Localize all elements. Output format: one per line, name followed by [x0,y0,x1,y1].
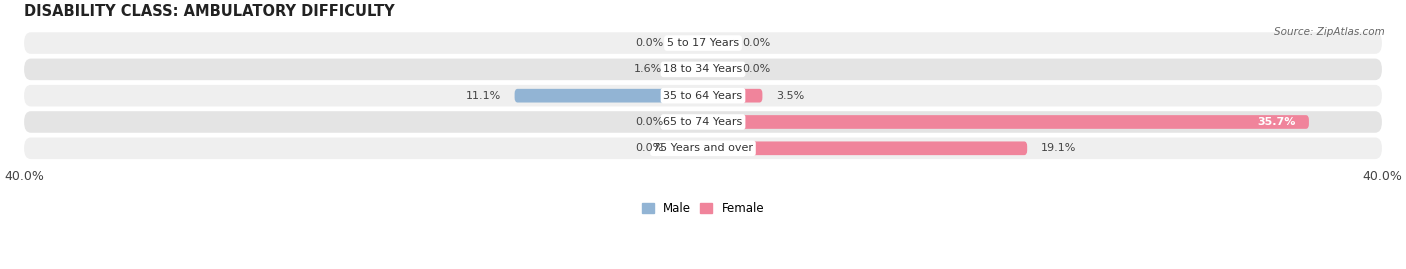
FancyBboxPatch shape [703,115,1309,129]
Text: 11.1%: 11.1% [465,91,501,101]
FancyBboxPatch shape [703,36,728,50]
Text: 0.0%: 0.0% [742,38,770,48]
Text: 3.5%: 3.5% [776,91,804,101]
Legend: Male, Female: Male, Female [637,197,769,220]
Text: 5 to 17 Years: 5 to 17 Years [666,38,740,48]
FancyBboxPatch shape [703,89,762,102]
Text: 18 to 34 Years: 18 to 34 Years [664,64,742,74]
FancyBboxPatch shape [515,89,703,102]
Text: 19.1%: 19.1% [1040,143,1076,153]
FancyBboxPatch shape [24,32,1382,54]
Text: DISABILITY CLASS: AMBULATORY DIFFICULTY: DISABILITY CLASS: AMBULATORY DIFFICULTY [24,4,395,19]
Text: 0.0%: 0.0% [636,38,664,48]
FancyBboxPatch shape [678,141,703,155]
Text: 35.7%: 35.7% [1257,117,1295,127]
Text: 75 Years and over: 75 Years and over [652,143,754,153]
FancyBboxPatch shape [678,36,703,50]
Text: 0.0%: 0.0% [742,64,770,74]
FancyBboxPatch shape [24,137,1382,159]
Text: 65 to 74 Years: 65 to 74 Years [664,117,742,127]
FancyBboxPatch shape [24,85,1382,107]
FancyBboxPatch shape [703,62,728,76]
FancyBboxPatch shape [678,115,703,129]
FancyBboxPatch shape [703,141,1028,155]
FancyBboxPatch shape [676,62,703,76]
Text: Source: ZipAtlas.com: Source: ZipAtlas.com [1274,27,1385,37]
Text: 0.0%: 0.0% [636,117,664,127]
FancyBboxPatch shape [24,111,1382,133]
Text: 35 to 64 Years: 35 to 64 Years [664,91,742,101]
Text: 1.6%: 1.6% [634,64,662,74]
FancyBboxPatch shape [24,59,1382,80]
Text: 0.0%: 0.0% [636,143,664,153]
